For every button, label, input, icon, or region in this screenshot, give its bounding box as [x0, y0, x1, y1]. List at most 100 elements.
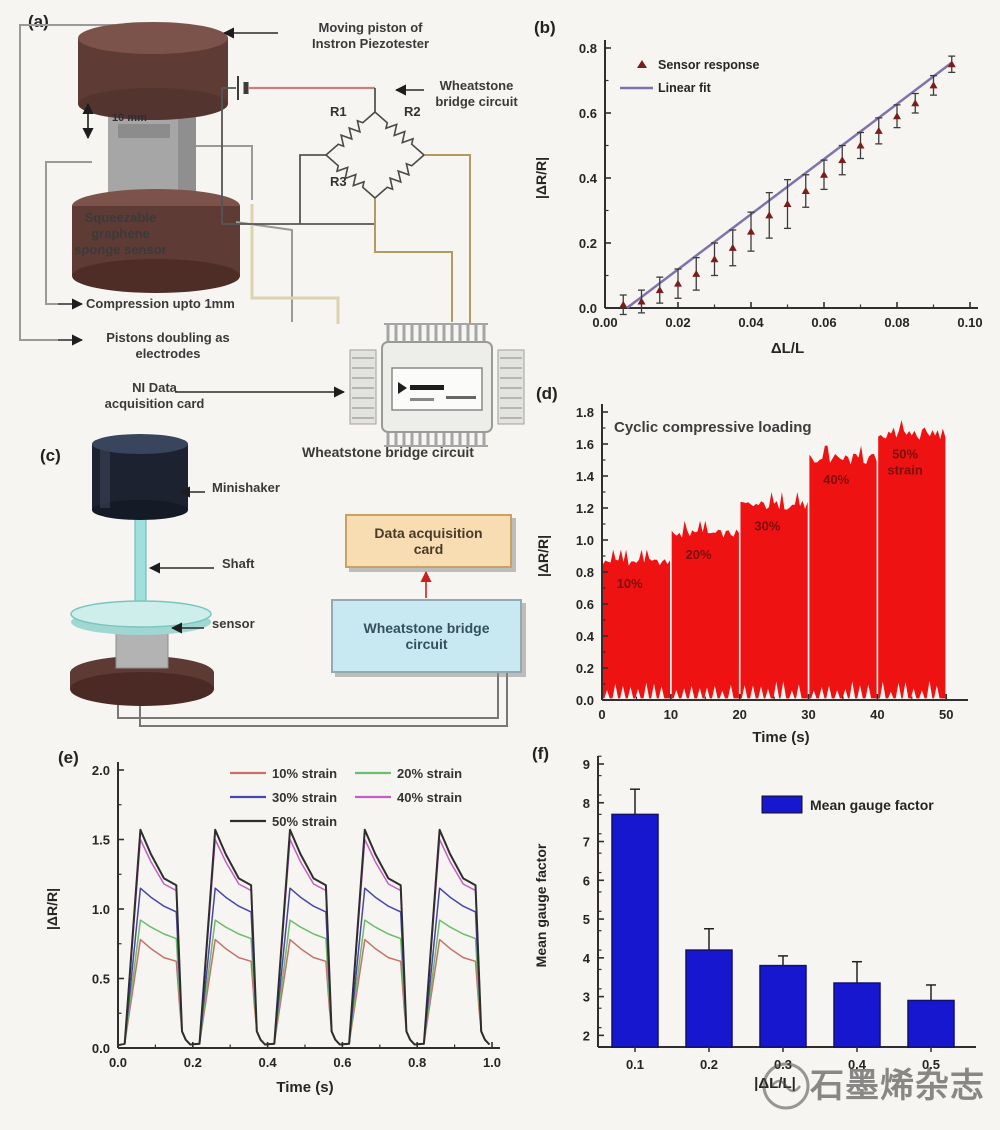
moving-piston-label: Moving piston of Instron Piezotester [311, 20, 430, 51]
watermark: 石墨烯杂志 [758, 1032, 1000, 1124]
sponge-sensor-label: Squeezable graphene sponge sensor [74, 210, 167, 257]
svg-text:50: 50 [939, 707, 953, 722]
svg-text:0.8: 0.8 [579, 41, 597, 56]
svg-text:7: 7 [583, 835, 590, 850]
svg-text:Sensor response: Sensor response [658, 58, 759, 72]
daq-card-label: Data acquisition card [374, 525, 483, 557]
svg-text:30% strain: 30% strain [272, 790, 337, 805]
svg-text:0.5: 0.5 [92, 972, 110, 987]
svg-text:|ΔR/R|: |ΔR/R| [44, 888, 60, 930]
chip-caption: Wheatstone bridge circuit [302, 444, 474, 460]
svg-text:Linear fit: Linear fit [658, 81, 712, 95]
svg-text:3: 3 [583, 990, 590, 1005]
svg-text:1.2: 1.2 [576, 501, 594, 516]
sensor-size-label: 10 mm [112, 112, 147, 124]
svg-text:40%: 40% [823, 472, 849, 487]
svg-text:0.2: 0.2 [700, 1057, 718, 1072]
svg-text:0.0: 0.0 [92, 1041, 110, 1056]
svg-text:20: 20 [732, 707, 746, 722]
sensor-label: sensor [212, 616, 255, 631]
svg-text:5: 5 [583, 912, 590, 927]
panel-e-tag: (e) [58, 748, 79, 767]
svg-text:0.8: 0.8 [576, 565, 594, 580]
svg-text:0.8: 0.8 [408, 1055, 426, 1070]
svg-text:0.2: 0.2 [579, 236, 597, 251]
svg-text:2.0: 2.0 [92, 763, 110, 778]
svg-text:1.0: 1.0 [92, 902, 110, 917]
compression-setup-diagram [19, 22, 525, 447]
svg-text:0.4: 0.4 [848, 1057, 867, 1072]
chart-b-linearity: 0.00 0.02 0.04 0.06 0.08 0.10 0.0 0.2 0.4 0.6 0.8 S… [533, 40, 983, 357]
svg-text:0.0: 0.0 [109, 1055, 127, 1070]
svg-text:ΔL/L: ΔL/L [771, 340, 804, 357]
chart-d-cyclic-loading: 10% 20% 30% 40% 50%strain 0 10 20 30 40 50 0.0 0.2 0.… [535, 404, 968, 746]
svg-text:Cyclic compressive loading: Cyclic compressive loading [614, 419, 812, 436]
svg-text:50% strain: 50% strain [272, 814, 337, 829]
watermark-logo-icon [762, 1062, 810, 1110]
svg-text:50%: 50% [892, 446, 918, 461]
svg-text:0.06: 0.06 [811, 315, 836, 330]
svg-text:Time (s): Time (s) [276, 1079, 333, 1096]
svg-text:30%: 30% [754, 518, 780, 533]
svg-text:Mean gauge factor: Mean gauge factor [533, 843, 549, 967]
minishaker-setup-diagram [70, 434, 508, 727]
svg-text:0.4: 0.4 [259, 1055, 278, 1070]
panel-d-tag: (d) [536, 384, 558, 403]
bridge-circuit-box: Wheatstone bridge circuit [331, 599, 522, 673]
compression-label: Compression upto 1mm [86, 296, 235, 311]
minishaker-label: Minishaker [212, 480, 280, 495]
svg-text:0.4: 0.4 [579, 171, 598, 186]
panel-f-tag: (f) [532, 744, 549, 763]
svg-text:0.2: 0.2 [184, 1055, 202, 1070]
svg-text:0.00: 0.00 [592, 315, 617, 330]
svg-text:0.6: 0.6 [333, 1055, 351, 1070]
svg-text:1.5: 1.5 [92, 833, 110, 848]
resistor-r1-label: R1 [330, 104, 347, 119]
svg-text:0.0: 0.0 [579, 301, 597, 316]
svg-text:Time (s): Time (s) [752, 729, 809, 746]
svg-text:0.0: 0.0 [576, 693, 594, 708]
panel-c-tag: (c) [40, 446, 61, 465]
svg-text:40% strain: 40% strain [397, 790, 462, 805]
svg-text:10% strain: 10% strain [272, 766, 337, 781]
shaft-label: Shaft [222, 556, 255, 571]
svg-text:9: 9 [583, 757, 590, 772]
svg-text:20% strain: 20% strain [397, 766, 462, 781]
svg-text:0.08: 0.08 [884, 315, 909, 330]
svg-text:0.10: 0.10 [957, 315, 982, 330]
svg-text:8: 8 [583, 796, 590, 811]
svg-text:40: 40 [870, 707, 884, 722]
svg-text:strain: strain [887, 462, 922, 477]
svg-text:20%: 20% [686, 547, 712, 562]
bridge-circuit-label: Wheatstone bridge circuit [363, 620, 490, 652]
svg-text:1.6: 1.6 [576, 437, 594, 452]
svg-text:10%: 10% [617, 576, 643, 591]
pistons-electrodes-label: Pistons doubling as electrodes [106, 330, 230, 361]
svg-text:1.8: 1.8 [576, 405, 594, 420]
resistor-r3-label: R3 [330, 174, 347, 189]
chart-e-strain-response: 0.0 0.2 0.4 0.6 0.8 1.0 0.0 0.5 1.0 1.5 2.0 10% str… [44, 762, 501, 1096]
svg-text:0.1: 0.1 [626, 1057, 644, 1072]
svg-text:0.5: 0.5 [922, 1057, 940, 1072]
svg-text:|ΔR/R|: |ΔR/R| [533, 157, 549, 199]
ni-daq-label: NI Data acquisition card [104, 380, 205, 411]
svg-text:0.04: 0.04 [738, 315, 764, 330]
svg-text:0.02: 0.02 [665, 315, 690, 330]
svg-text:0.2: 0.2 [576, 661, 594, 676]
watermark-text: 石墨烯杂志 [810, 1067, 985, 1105]
svg-text:0: 0 [598, 707, 605, 722]
wheatstone-bridge-label-a: Wheatstone bridge circuit [435, 78, 518, 109]
svg-text:10: 10 [664, 707, 678, 722]
svg-text:0.4: 0.4 [576, 629, 595, 644]
svg-text:1.0: 1.0 [483, 1055, 501, 1070]
svg-text:2: 2 [583, 1028, 590, 1043]
resistor-r2-label: R2 [404, 104, 421, 119]
svg-text:6: 6 [583, 873, 590, 888]
svg-text:1.0: 1.0 [576, 533, 594, 548]
svg-text:0.6: 0.6 [579, 106, 597, 121]
svg-text:4: 4 [583, 951, 591, 966]
svg-text:30: 30 [801, 707, 815, 722]
svg-text:|ΔR/R|: |ΔR/R| [535, 535, 551, 577]
daq-card-box: Data acquisition card [345, 514, 512, 568]
